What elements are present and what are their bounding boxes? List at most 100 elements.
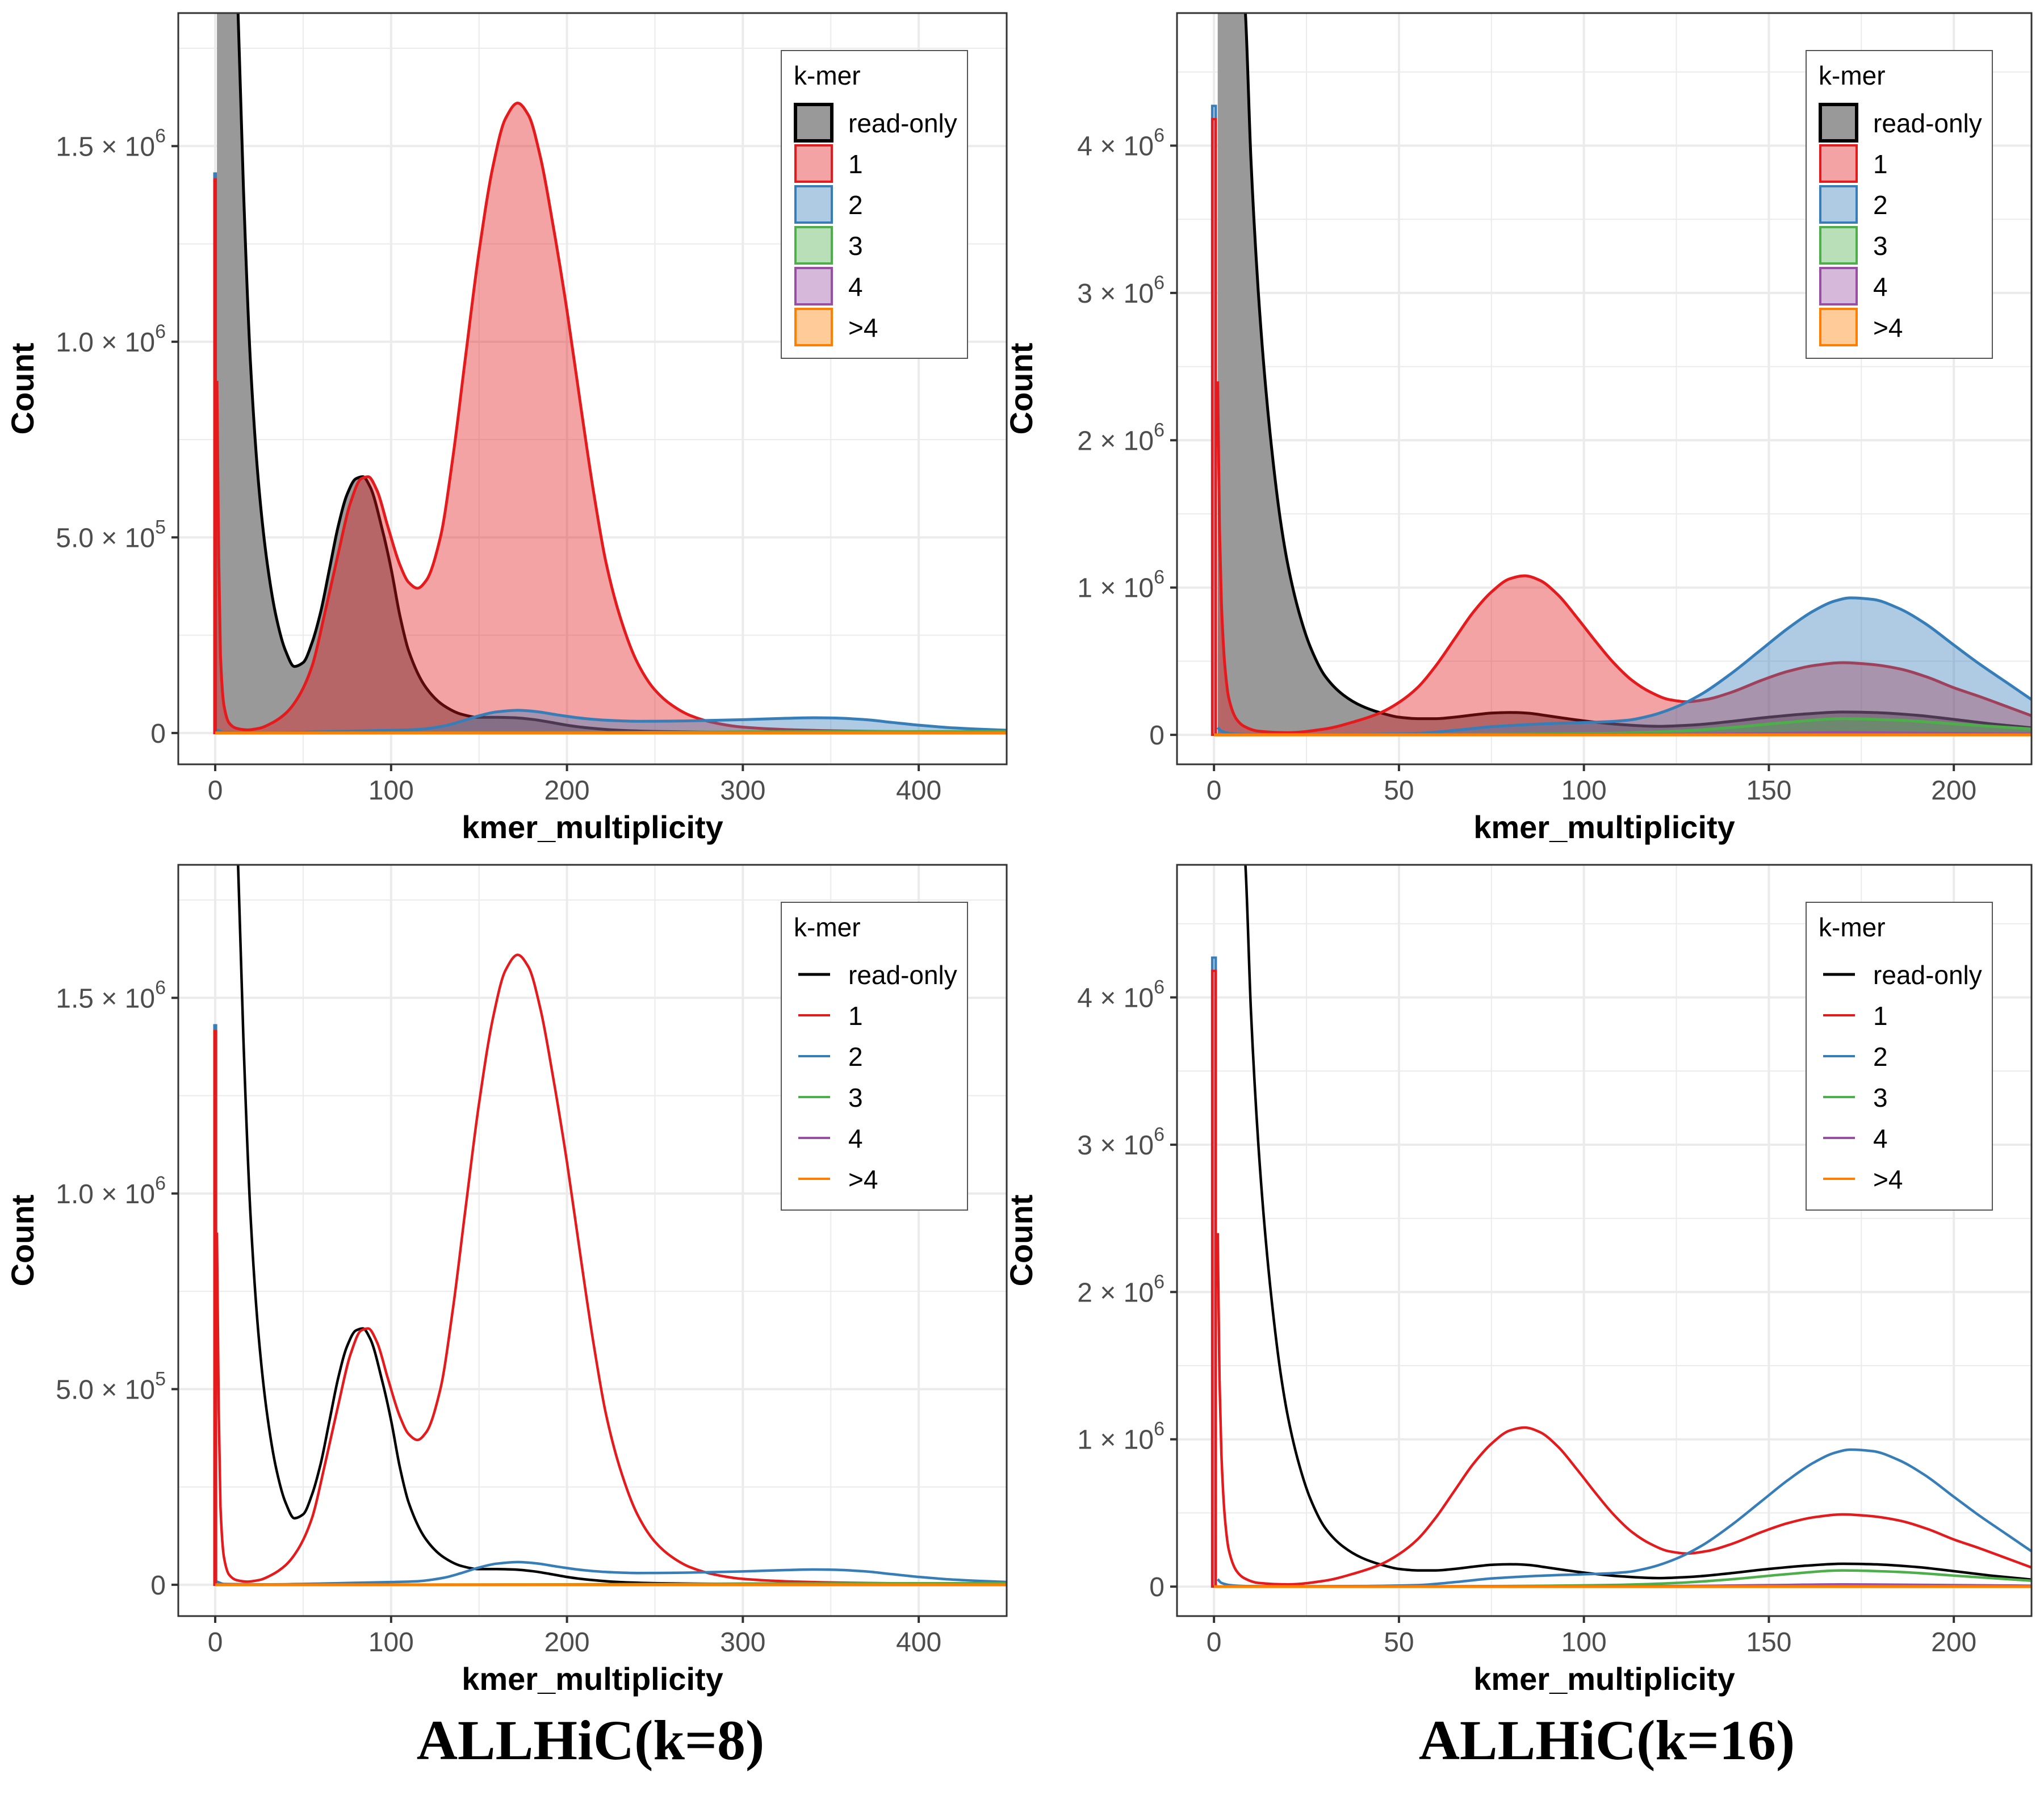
x-tick-label: 0: [208, 776, 223, 806]
panel-border: [177, 864, 1008, 1617]
legend-label-3: 3: [1873, 231, 1888, 261]
legend-label-3: 3: [848, 231, 863, 261]
x-tick-label: 150: [1746, 1627, 1791, 1658]
y-tick-label: 1.5 × 106: [56, 977, 166, 1014]
panel-border: [1176, 864, 2033, 1617]
x-tick-label: 100: [1561, 776, 1607, 806]
plot-area: [213, 13, 1007, 735]
legend-key-gt4: [794, 308, 833, 346]
legend-title: k-mer: [794, 61, 861, 90]
x-tick-label: 200: [544, 1627, 590, 1658]
legend-label-3: 3: [1873, 1083, 1888, 1112]
area-2: [1217, 597, 2032, 735]
y-tick-label: 2 × 106: [1077, 419, 1165, 456]
x-tick-label: 0: [1207, 776, 1222, 806]
x-tick-label: 200: [1931, 776, 1976, 806]
panel-border: [177, 12, 1008, 765]
line-2: [216, 709, 1007, 734]
legend-label-read-only: read-only: [1873, 960, 1982, 990]
legend-label-2: 2: [1873, 190, 1888, 220]
line-1: [1216, 1233, 2032, 1586]
legend-key-1: [1819, 144, 1858, 183]
line-read-only: [236, 13, 1007, 735]
y-tick-label: 2 × 106: [1077, 1271, 1165, 1308]
x-tick-label: 200: [1931, 1627, 1976, 1658]
legend: k-mer read-only 1 2 3 4 >4: [781, 50, 968, 359]
x-tick-label: 100: [368, 1627, 414, 1658]
legend-label-4: 4: [848, 1124, 863, 1153]
legend-key-3: [1819, 226, 1858, 265]
legend-key-4: [1819, 267, 1858, 305]
legend-key-1: [794, 144, 833, 183]
legend-label-4: 4: [848, 272, 863, 302]
legend-key-2: [794, 185, 833, 224]
legend: k-mer read-only 1 2 3 4 >4: [781, 902, 968, 1211]
legend-box: [781, 50, 968, 359]
legend-label-gt4: >4: [848, 313, 878, 342]
legend-label-read-only: read-only: [848, 960, 957, 990]
legend-label-2: 2: [848, 1042, 863, 1072]
zero-bar-1: [213, 178, 217, 734]
panel-border: [1176, 12, 2033, 765]
line-1: [215, 102, 1007, 734]
x-tick-label: 150: [1746, 776, 1791, 806]
y-tick-label: 0: [1149, 1572, 1165, 1602]
x-axis-title: kmer_multiplicity: [1473, 1661, 1735, 1697]
legend: k-mer read-only 1 2 3 4 >4: [1806, 50, 1993, 359]
x-tick-label: 400: [896, 776, 941, 806]
figure-title-k16: ALLHiC(k=16): [1419, 1709, 1795, 1772]
panel-k8-filled: 0 100 200 300 400 0 5.0 × 105 1.0 × 106 1.5 × 10…: [5, 12, 1008, 845]
legend-label-1: 1: [848, 1001, 863, 1031]
zero-bar-1: [1211, 118, 1217, 736]
x-tick-label: 0: [208, 1627, 223, 1658]
legend-label-read-only: read-only: [848, 108, 957, 138]
legend-label-3: 3: [848, 1083, 863, 1112]
y-axis-title: Count: [5, 343, 40, 435]
line-1: [215, 953, 1007, 1586]
y-tick-label: 0: [150, 719, 166, 749]
legend-key-2: [1819, 185, 1858, 224]
legend-label-gt4: >4: [848, 1165, 878, 1194]
legend-box: [1806, 50, 1993, 359]
legend-label-read-only: read-only: [1873, 108, 1982, 138]
y-tick-label: 1 × 106: [1077, 1418, 1165, 1455]
legend-key-3: [794, 226, 833, 265]
area-read-only: [1217, 13, 2032, 735]
y-axis-title: Count: [1003, 1195, 1039, 1287]
panel-k16-filled: 0 50 100 150 200 0 1 × 106 2 × 106 3 × 106 4 × 10…: [1003, 12, 2033, 845]
x-tick-label: 400: [896, 1627, 941, 1658]
y-tick-label: 1 × 106: [1077, 567, 1165, 604]
plot-area: [1211, 865, 2032, 1588]
legend-label-gt4: >4: [1873, 313, 1903, 342]
x-tick-label: 200: [544, 776, 590, 806]
x-tick-label: 0: [1207, 1627, 1222, 1658]
x-tick-label: 300: [720, 776, 765, 806]
legend-key-read-only: [1819, 103, 1858, 143]
y-tick-label: 0: [150, 1571, 166, 1601]
legend-label-4: 4: [1873, 1124, 1888, 1153]
legend-title: k-mer: [1819, 61, 1886, 90]
y-tick-label: 3 × 106: [1077, 272, 1165, 309]
y-tick-label: 1.0 × 106: [56, 321, 166, 358]
y-tick-label: 4 × 106: [1077, 976, 1165, 1013]
area-1: [1217, 381, 2032, 735]
plot-area: [213, 865, 1007, 1587]
x-tick-label: 100: [1561, 1627, 1607, 1658]
line-1: [1216, 381, 2032, 734]
figure-title-k8: ALLHiC(k=8): [417, 1709, 765, 1772]
line-read-only: [237, 865, 1007, 1587]
y-axis-title: Count: [5, 1195, 40, 1287]
x-axis-title: kmer_multiplicity: [462, 809, 723, 845]
area-3: [1214, 718, 2032, 735]
legend-label-4: 4: [1873, 272, 1888, 302]
line-2: [216, 1560, 1007, 1586]
legend-key-read-only: [794, 103, 833, 143]
legend-label-gt4: >4: [1873, 1165, 1903, 1194]
x-axis-title: kmer_multiplicity: [1473, 809, 1735, 845]
x-tick-label: 100: [368, 776, 414, 806]
legend-label-2: 2: [848, 190, 863, 220]
y-tick-label: 0: [1149, 721, 1165, 751]
legend-label-1: 1: [1873, 149, 1888, 179]
y-tick-label: 5.0 × 105: [56, 516, 166, 553]
